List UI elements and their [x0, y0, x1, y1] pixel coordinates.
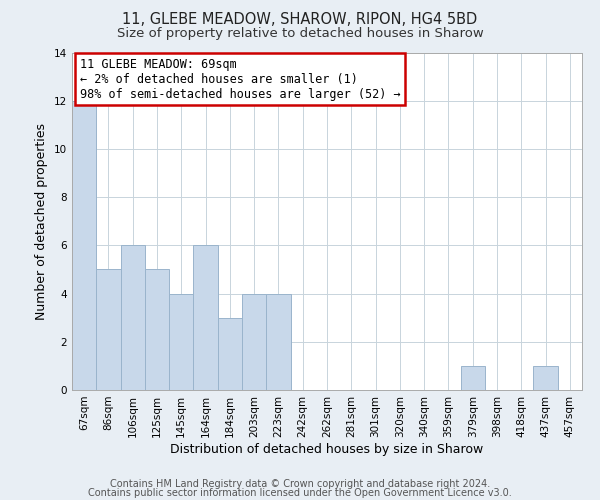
- Text: Contains public sector information licensed under the Open Government Licence v3: Contains public sector information licen…: [88, 488, 512, 498]
- Bar: [266, 294, 290, 390]
- Bar: [193, 246, 218, 390]
- Bar: [533, 366, 558, 390]
- Text: Contains HM Land Registry data © Crown copyright and database right 2024.: Contains HM Land Registry data © Crown c…: [110, 479, 490, 489]
- Text: 11 GLEBE MEADOW: 69sqm
← 2% of detached houses are smaller (1)
98% of semi-detac: 11 GLEBE MEADOW: 69sqm ← 2% of detached …: [80, 58, 400, 100]
- Text: 11, GLEBE MEADOW, SHAROW, RIPON, HG4 5BD: 11, GLEBE MEADOW, SHAROW, RIPON, HG4 5BD: [122, 12, 478, 28]
- Bar: [461, 366, 485, 390]
- Bar: [242, 294, 266, 390]
- Bar: [218, 318, 242, 390]
- Text: Size of property relative to detached houses in Sharow: Size of property relative to detached ho…: [116, 28, 484, 40]
- Y-axis label: Number of detached properties: Number of detached properties: [35, 122, 49, 320]
- Bar: [72, 100, 96, 390]
- Bar: [121, 246, 145, 390]
- Bar: [96, 270, 121, 390]
- X-axis label: Distribution of detached houses by size in Sharow: Distribution of detached houses by size …: [170, 442, 484, 456]
- Bar: [145, 270, 169, 390]
- Bar: [169, 294, 193, 390]
